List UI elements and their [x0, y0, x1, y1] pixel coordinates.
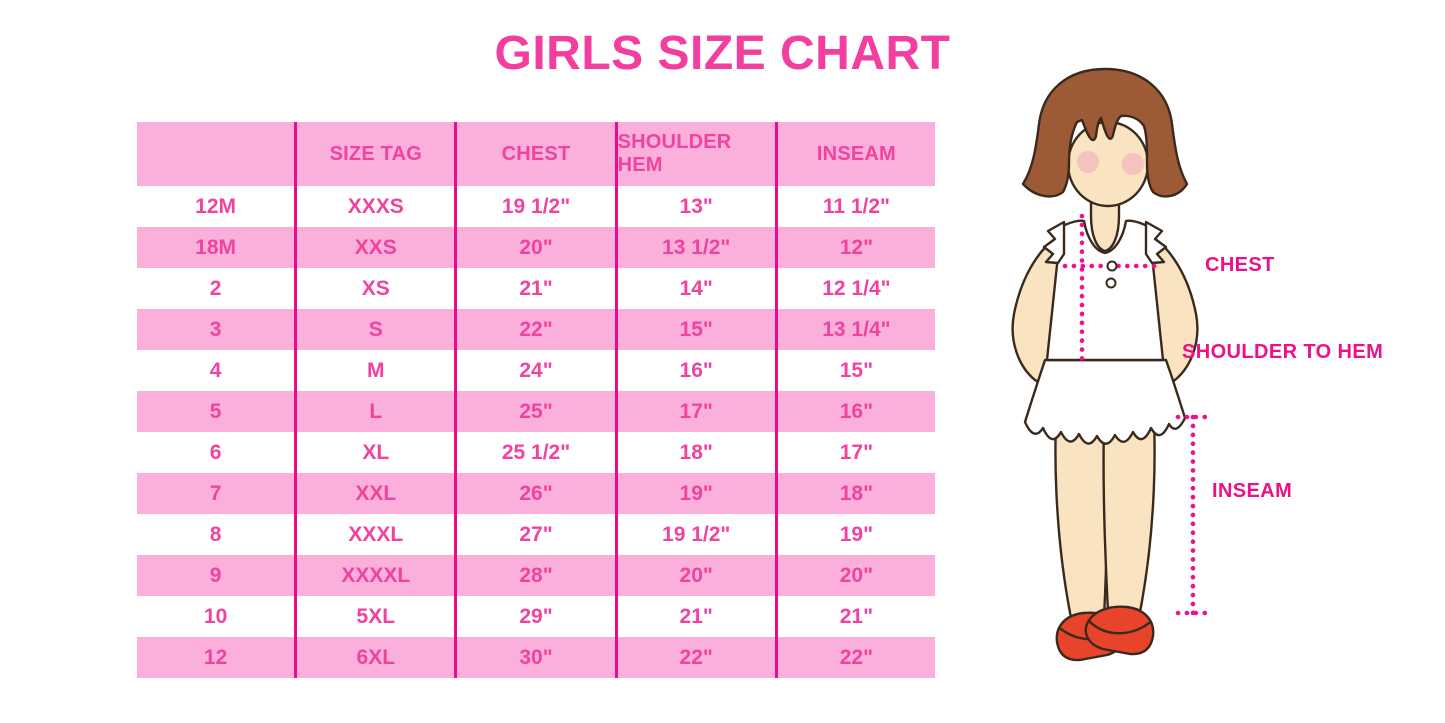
cell-inseam: 20": [839, 563, 874, 587]
size-chart-table: SIZE TAG CHEST SHOULDER HEM INSEAM 12M X…: [137, 122, 935, 678]
cell-shoulder-hem: 13": [618, 186, 778, 227]
cell-chest: 29": [457, 596, 618, 637]
cell-size: 3: [137, 309, 298, 350]
cell-shoulder-hem: 17": [618, 391, 778, 432]
table-row: 12M XXXS 19 1/2" 13" 11 1/2": [137, 186, 935, 227]
table-row: 6 XL 25 1/2" 18" 17": [137, 432, 935, 473]
cell-chest: 28": [457, 555, 618, 596]
cell-shoulder-hem: 14": [618, 268, 778, 309]
girl-arms: [1011, 232, 1199, 384]
table-row: 5 L 25" 17" 16": [137, 391, 935, 432]
header-cell-shoulder-hem: SHOULDER HEM: [618, 122, 778, 186]
cell-size: 7: [137, 473, 298, 514]
cell-size-tag: XXXXL: [297, 555, 458, 596]
cell-inseam: 22": [839, 645, 874, 669]
cell-chest: 24": [457, 350, 618, 391]
girl-skirt: [1023, 358, 1187, 445]
page-title: GIRLS SIZE CHART: [494, 27, 951, 80]
header-cell-size-tag: SIZE TAG: [297, 122, 458, 186]
cell-shoulder-hem: 19": [618, 473, 778, 514]
table-row: 18M XXS 20" 13 1/2" 12": [137, 227, 935, 268]
table-row: 8 XXXL 27" 19 1/2" 19": [137, 514, 935, 555]
cell-chest: 22": [457, 309, 618, 350]
cell-size-tag: XXXL: [297, 514, 458, 555]
cell-size: 18M: [137, 227, 298, 268]
cell-inseam: 16": [839, 399, 874, 423]
measurement-figure: CHEST SHOULDER TO HEM INSEAM: [985, 66, 1445, 706]
table-header-row: SIZE TAG CHEST SHOULDER HEM INSEAM: [137, 122, 935, 186]
girl-top-buttons: [1105, 260, 1118, 289]
cell-size: 6: [137, 432, 298, 473]
header-cell-inseam: INSEAM: [816, 142, 896, 165]
cell-size-tag: L: [297, 391, 458, 432]
cell-size-tag: XXL: [297, 473, 458, 514]
cell-inseam: 18": [839, 481, 874, 505]
header-cell-blank: [137, 122, 298, 186]
table-row: 12 6XL 30" 22" 22": [137, 637, 935, 678]
table-row: 3 S 22" 15" 13 1/4": [137, 309, 935, 350]
cell-size: 12: [137, 637, 298, 678]
cell-chest: 19 1/2": [457, 186, 618, 227]
cell-size-tag: 5XL: [297, 596, 458, 637]
girl-shoes: [1055, 605, 1155, 662]
cell-size-tag: S: [297, 309, 458, 350]
cell-size: 10: [137, 596, 298, 637]
cell-size-tag: 6XL: [297, 637, 458, 678]
cell-size-tag: XXXS: [297, 186, 458, 227]
table-body: 12M XXXS 19 1/2" 13" 11 1/2" 18M XXS 20"…: [137, 186, 935, 678]
cell-chest: 25 1/2": [457, 432, 618, 473]
cell-inseam: 11 1/2": [822, 194, 890, 218]
cell-chest: 30": [457, 637, 618, 678]
table-row: 7 XXL 26" 19" 18": [137, 473, 935, 514]
cell-inseam: 19": [839, 522, 874, 546]
girl-top: [1042, 219, 1168, 362]
cell-size: 9: [137, 555, 298, 596]
cell-shoulder-hem: 15": [618, 309, 778, 350]
cell-shoulder-hem: 21": [618, 596, 778, 637]
cell-chest: 21": [457, 268, 618, 309]
inseam-measure-label: INSEAM: [1212, 480, 1293, 502]
girl-illustration: [1011, 67, 1208, 662]
cell-chest: 25": [457, 391, 618, 432]
cell-size: 12M: [137, 186, 298, 227]
cell-chest: 27": [457, 514, 618, 555]
cell-chest: 26": [457, 473, 618, 514]
cell-shoulder-hem: 20": [618, 555, 778, 596]
cell-size: 8: [137, 514, 298, 555]
cell-shoulder-hem: 13 1/2": [618, 227, 778, 268]
girl-hair: [1021, 67, 1189, 198]
girl-cheeks: [1077, 151, 1144, 175]
cell-shoulder-hem: 16": [618, 350, 778, 391]
cell-inseam: 21": [839, 604, 874, 628]
cell-inseam: 12": [839, 235, 874, 259]
cell-shoulder-hem: 22": [618, 637, 778, 678]
cell-inseam: 17": [839, 440, 874, 464]
table-row: 9 XXXXL 28" 20" 20": [137, 555, 935, 596]
cell-size-tag: XL: [297, 432, 458, 473]
shoulder-to-hem-measure-label: SHOULDER TO HEM: [1182, 341, 1384, 363]
cell-size-tag: M: [297, 350, 458, 391]
cell-shoulder-hem: 19 1/2": [618, 514, 778, 555]
table-row: 10 5XL 29" 21" 21": [137, 596, 935, 637]
cell-chest: 20": [457, 227, 618, 268]
cell-size: 2: [137, 268, 298, 309]
cell-inseam: 15": [839, 358, 874, 382]
chest-measure-label: CHEST: [1205, 254, 1275, 276]
cell-size: 5: [137, 391, 298, 432]
cell-size-tag: XS: [297, 268, 458, 309]
cell-inseam: 13 1/4": [822, 317, 891, 341]
cell-size: 4: [137, 350, 298, 391]
header-cell-chest: CHEST: [457, 122, 618, 186]
table-row: 4 M 24" 16" 15": [137, 350, 935, 391]
table-row: 2 XS 21" 14" 12 1/4": [137, 268, 935, 309]
cell-size-tag: XXS: [297, 227, 458, 268]
cell-shoulder-hem: 18": [618, 432, 778, 473]
cell-inseam: 12 1/4": [822, 276, 891, 300]
